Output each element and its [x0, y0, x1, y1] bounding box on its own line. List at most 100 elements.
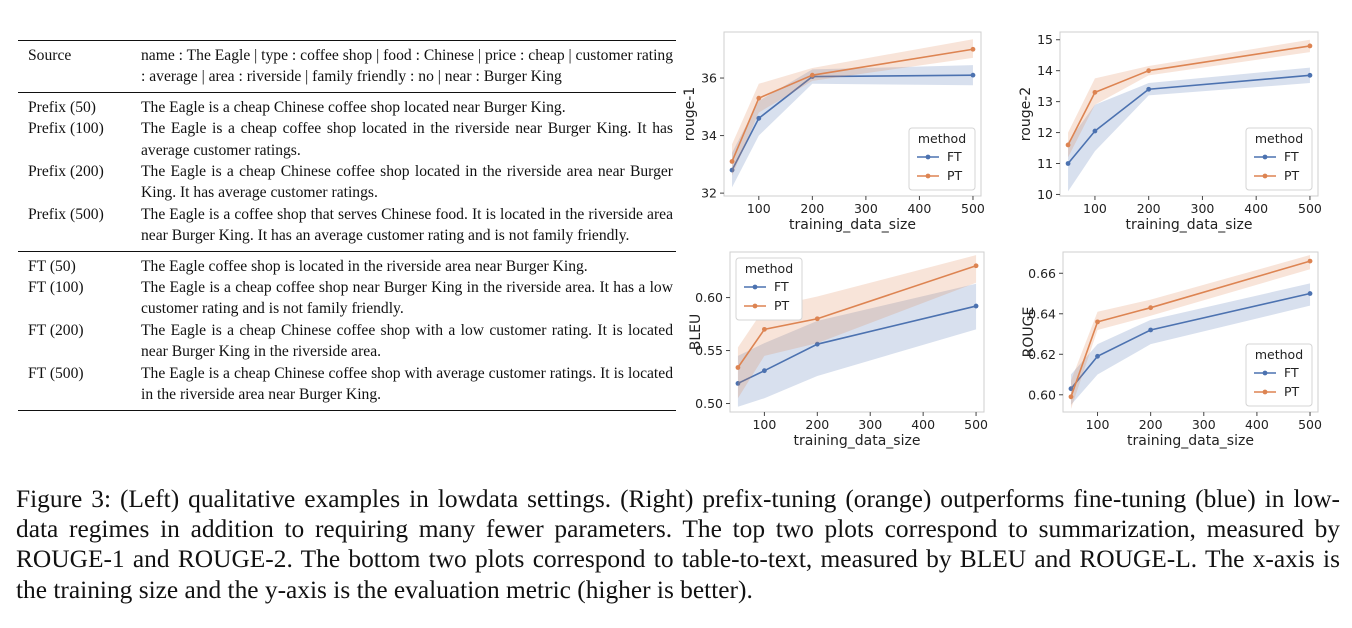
data-point-pt	[1148, 305, 1154, 311]
legend: method FT PT	[1245, 127, 1313, 191]
y-tick-label: 0.64	[1028, 306, 1056, 321]
legend-box	[1245, 343, 1313, 407]
data-point-ft	[1307, 291, 1313, 296]
y-axis-label: rouge-2	[1018, 87, 1034, 141]
x-tick-label: 500	[1298, 201, 1322, 216]
y-tick-label: 0.60	[695, 290, 723, 305]
x-axis-label: training_data_size	[1126, 217, 1253, 233]
plot-area	[1059, 31, 1319, 197]
plot-area	[1062, 251, 1319, 413]
confidence-band-ft	[1068, 67, 1310, 192]
series-line-pt	[1067, 45, 1311, 146]
legend-label-ft: FT	[947, 149, 962, 164]
legend-label-ft: FT	[1284, 365, 1299, 380]
data-point-pt	[729, 159, 735, 164]
table-row: FT (50) The Eagle coffee shop is located …	[18, 256, 676, 277]
caption-text: Figure 3: (Left) qualitative examples in…	[16, 485, 1340, 604]
confidence-band-ft	[1070, 283, 1311, 405]
y-axis-label: ROUGE	[1021, 307, 1037, 358]
legend-box	[1245, 127, 1313, 191]
series-line-ft	[1070, 292, 1311, 390]
row-text: The Eagle is a cheap coffee shop near Bu…	[141, 279, 673, 318]
legend: method FT PT	[908, 127, 976, 191]
table-row: FT (200) The Eagle is a cheap Chinese cof…	[18, 320, 676, 363]
legend-marker-ft	[925, 154, 931, 160]
row-label: FT (100)	[28, 279, 84, 297]
confidence-band-pt	[732, 39, 973, 176]
y-axis-label: BLEU	[688, 314, 704, 351]
data-point-ft	[973, 303, 979, 309]
data-point-pt	[1095, 319, 1100, 325]
legend-marker-ft	[752, 284, 758, 290]
plot-area	[729, 251, 985, 413]
table-row: Prefix (500) The Eagle is a coffee shop t…	[18, 204, 676, 247]
y-tick-label: 11	[1037, 156, 1053, 171]
confidence-band-ft	[732, 65, 973, 188]
row-label: Prefix (200)	[28, 163, 104, 181]
series-line-pt	[1070, 260, 1311, 398]
x-tick-label: 500	[1298, 417, 1322, 432]
x-tick-label: 400	[911, 417, 935, 432]
legend-box	[908, 127, 976, 191]
data-point-pt	[1068, 394, 1074, 400]
legend-label-pt: PT	[1284, 384, 1300, 399]
confidence-band-pt	[737, 255, 977, 399]
x-tick-label: 300	[1191, 201, 1215, 216]
row-text: The Eagle is a cheap Chinese coffee shop…	[141, 321, 673, 361]
data-point-pt	[1065, 142, 1071, 148]
legend-label-pt: PT	[774, 298, 790, 313]
row-text: name : The Eagle | type : coffee shop | …	[141, 47, 673, 86]
legend-title: method	[918, 131, 966, 146]
data-point-ft	[729, 167, 735, 173]
row-label: FT (50)	[28, 257, 76, 275]
data-point-pt	[1307, 43, 1313, 49]
data-point-ft	[1148, 327, 1154, 333]
data-point-ft	[761, 368, 767, 374]
legend-marker-ft	[1262, 154, 1268, 160]
row-text: The Eagle is a cheap Chinese coffee shop…	[141, 98, 566, 116]
confidence-band-ft	[737, 283, 977, 407]
data-point-pt	[973, 263, 979, 269]
y-tick-label: 13	[1037, 94, 1053, 109]
legend-box	[735, 257, 803, 321]
legend-marker-pt	[925, 173, 931, 179]
series-line-pt	[731, 48, 974, 162]
qualitative-examples-table: Source name : The Eagle | type : coffee …	[18, 40, 676, 411]
x-tick-label: 100	[747, 201, 771, 216]
legend-label-ft: FT	[774, 279, 789, 294]
legend-marker-pt	[1262, 389, 1268, 395]
data-point-ft	[735, 380, 741, 386]
x-tick-label: 100	[1083, 201, 1107, 216]
row-label: FT (500)	[28, 364, 84, 382]
table-mid-rule	[18, 250, 676, 252]
x-tick-label: 100	[752, 417, 776, 432]
legend-label-pt: PT	[1284, 168, 1300, 183]
legend-title: method	[745, 261, 793, 276]
table-top-rule	[18, 40, 676, 41]
x-axis-label: training_data_size	[1127, 433, 1254, 449]
row-text: The Eagle is a cheap Chinese coffee shop…	[141, 163, 673, 202]
x-tick-label: 200	[1137, 201, 1161, 216]
data-point-pt	[1307, 258, 1313, 264]
table-row: Prefix (200) The Eagle is a cheap Chinese…	[18, 161, 676, 204]
data-point-ft	[1092, 128, 1098, 134]
legend-title: method	[1255, 347, 1303, 362]
y-tick-label: 0.55	[695, 343, 723, 358]
y-tick-label: 15	[1037, 32, 1053, 47]
data-point-pt	[809, 72, 815, 78]
x-tick-label: 300	[854, 201, 878, 216]
data-point-ft	[1068, 386, 1074, 392]
row-text: The Eagle coffee shop is located in the …	[141, 257, 588, 275]
legend-label-ft: FT	[1284, 149, 1299, 164]
confidence-band-pt	[1070, 255, 1311, 409]
data-point-pt	[761, 326, 767, 332]
y-tick-label: 12	[1037, 125, 1053, 140]
row-label: FT (200)	[28, 321, 84, 339]
x-tick-label: 300	[858, 417, 882, 432]
x-tick-label: 200	[805, 417, 829, 432]
row-text: The Eagle is a cheap coffee shop located…	[141, 120, 673, 159]
series-line-ft	[1067, 74, 1311, 165]
x-axis-label: training_data_size	[789, 217, 916, 233]
confidence-band-pt	[1068, 39, 1310, 158]
table-row-source: Source name : The Eagle | type : coffee …	[18, 45, 676, 88]
